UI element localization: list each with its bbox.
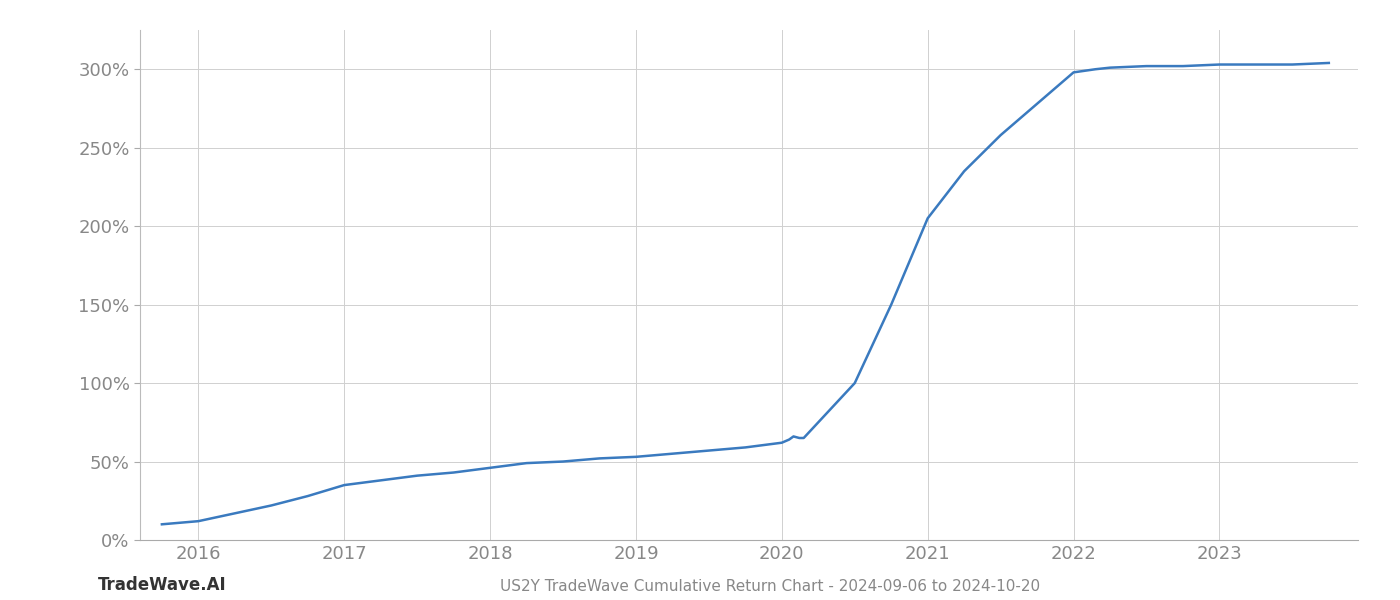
Text: TradeWave.AI: TradeWave.AI	[98, 576, 227, 594]
Text: US2Y TradeWave Cumulative Return Chart - 2024-09-06 to 2024-10-20: US2Y TradeWave Cumulative Return Chart -…	[500, 579, 1040, 594]
